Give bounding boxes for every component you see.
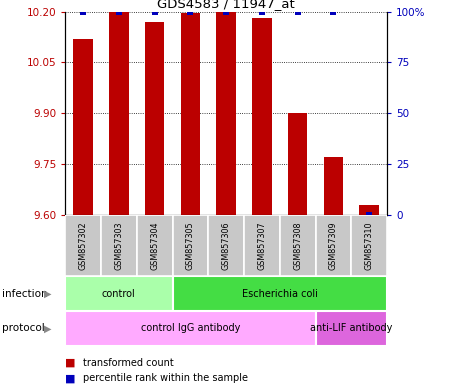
- Bar: [101, 215, 137, 276]
- Text: GSM857302: GSM857302: [79, 222, 88, 270]
- Text: anti-LIF antibody: anti-LIF antibody: [310, 323, 392, 333]
- Bar: [315, 215, 351, 276]
- Text: percentile rank within the sample: percentile rank within the sample: [83, 373, 248, 383]
- Bar: [315, 311, 387, 346]
- Bar: [280, 215, 315, 276]
- Text: protocol: protocol: [2, 323, 45, 333]
- Text: GSM857304: GSM857304: [150, 222, 159, 270]
- Text: ■: ■: [65, 358, 76, 368]
- Bar: [359, 205, 379, 215]
- Text: ▶: ▶: [44, 289, 51, 299]
- Point: [187, 8, 194, 15]
- Bar: [65, 311, 315, 346]
- Text: GSM857303: GSM857303: [114, 222, 123, 270]
- Point: [365, 212, 373, 218]
- Point: [258, 8, 265, 15]
- Bar: [137, 215, 172, 276]
- Text: ■: ■: [65, 373, 76, 383]
- Text: GSM857309: GSM857309: [329, 222, 338, 270]
- Bar: [180, 13, 200, 215]
- Bar: [73, 39, 93, 215]
- Bar: [208, 215, 244, 276]
- Bar: [324, 157, 343, 215]
- Text: GSM857307: GSM857307: [257, 222, 266, 270]
- Text: control IgG antibody: control IgG antibody: [141, 323, 240, 333]
- Point: [294, 8, 301, 15]
- Point: [222, 8, 230, 15]
- Point: [151, 8, 158, 15]
- Point: [80, 8, 87, 15]
- Text: transformed count: transformed count: [83, 358, 174, 368]
- Bar: [109, 12, 129, 215]
- Bar: [65, 276, 172, 311]
- Text: GSM857305: GSM857305: [186, 222, 195, 270]
- Text: control: control: [102, 289, 136, 299]
- Text: GSM857306: GSM857306: [221, 222, 230, 270]
- Point: [115, 8, 122, 15]
- Bar: [351, 215, 387, 276]
- Point: [330, 8, 337, 15]
- Bar: [244, 215, 280, 276]
- Bar: [216, 12, 236, 215]
- Bar: [252, 18, 272, 215]
- Text: GSM857308: GSM857308: [293, 222, 302, 270]
- Text: GSM857310: GSM857310: [364, 222, 373, 270]
- Bar: [172, 276, 387, 311]
- Bar: [145, 22, 164, 215]
- Bar: [65, 215, 101, 276]
- Title: GDS4583 / 11947_at: GDS4583 / 11947_at: [157, 0, 295, 10]
- Bar: [172, 215, 208, 276]
- Text: ▶: ▶: [44, 323, 51, 333]
- Bar: [288, 113, 307, 215]
- Text: infection: infection: [2, 289, 48, 299]
- Text: Escherichia coli: Escherichia coli: [242, 289, 318, 299]
